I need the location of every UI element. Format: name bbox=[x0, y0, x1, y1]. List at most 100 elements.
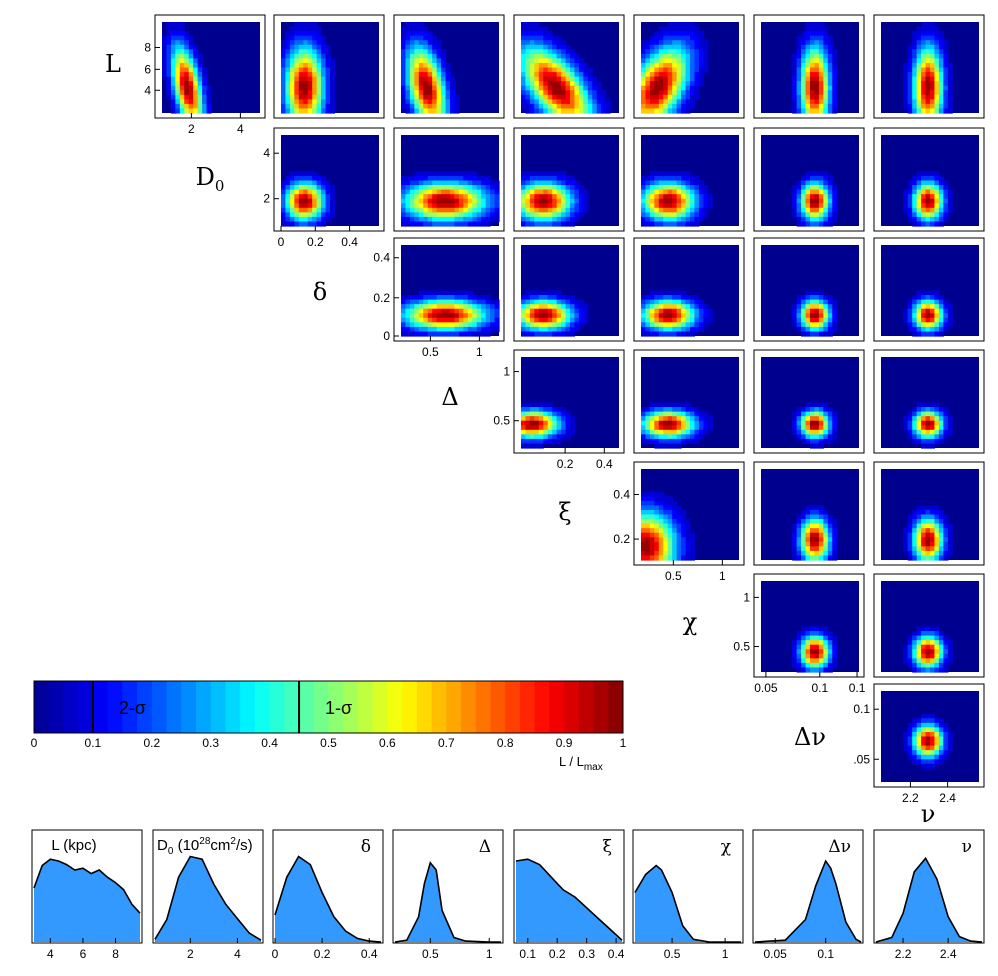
heatmap-cell bbox=[409, 175, 415, 182]
heatmap-cell bbox=[321, 72, 327, 78]
heatmap-cell bbox=[810, 523, 816, 529]
heatmap-cell bbox=[570, 103, 576, 110]
heatmap-cell bbox=[316, 58, 322, 64]
heatmap-cell bbox=[543, 49, 549, 55]
heatmap-cell bbox=[494, 203, 500, 209]
heatmap-cell bbox=[303, 216, 309, 223]
heatmap-cell bbox=[934, 62, 940, 69]
heatmap-cell bbox=[925, 90, 931, 96]
heatmap-cell bbox=[654, 514, 660, 520]
heatmap-cell bbox=[823, 425, 829, 431]
heatmap-cell bbox=[921, 58, 927, 64]
heatmap-cell bbox=[538, 198, 544, 204]
heatmap-cell bbox=[414, 81, 420, 87]
heatmap-cell bbox=[525, 295, 531, 301]
heatmap-cell bbox=[921, 754, 927, 760]
heatmap-cell bbox=[832, 541, 838, 547]
heatmap-cell bbox=[658, 331, 664, 337]
heatmap-cell bbox=[645, 44, 651, 50]
heatmap-cell bbox=[529, 438, 535, 445]
heatmap-cell bbox=[649, 425, 655, 431]
heatmap-cell bbox=[458, 308, 464, 314]
heatmap-cell bbox=[681, 198, 687, 204]
heatmap-cell bbox=[912, 44, 918, 50]
heatmap-cell bbox=[547, 53, 553, 59]
heatmap-cell bbox=[681, 411, 687, 417]
heatmap-cell bbox=[547, 420, 553, 426]
heatmap-cell bbox=[654, 203, 660, 209]
heatmap-cell bbox=[170, 108, 176, 114]
heatmap-cell bbox=[672, 411, 678, 417]
heatmap-cell bbox=[907, 108, 913, 114]
heatmap-cell bbox=[930, 331, 936, 337]
heatmap-cell bbox=[525, 434, 531, 440]
heatmap-cell bbox=[476, 299, 482, 305]
matrix-panel-4-6 bbox=[873, 461, 985, 566]
heatmap-cell bbox=[938, 99, 944, 105]
heatmap-cell bbox=[792, 85, 798, 91]
heatmap-cell bbox=[925, 754, 931, 760]
heatmap-cell bbox=[316, 185, 322, 191]
heatmap-cell bbox=[934, 81, 940, 87]
heatmap-cell bbox=[792, 76, 798, 82]
x-tick-label: 1 bbox=[476, 345, 483, 359]
heatmap-cell bbox=[814, 322, 820, 328]
heatmap-cell bbox=[947, 203, 953, 209]
heatmap-cell bbox=[166, 31, 172, 37]
heatmap-cell bbox=[658, 299, 664, 305]
heatmap-cell bbox=[676, 180, 682, 186]
heatmap-cell bbox=[792, 90, 798, 96]
heatmap-cell bbox=[641, 99, 647, 105]
heatmap-cell bbox=[481, 189, 487, 195]
heatmap-cell bbox=[938, 67, 944, 73]
heatmap-cell bbox=[298, 53, 304, 59]
heatmap-cell bbox=[903, 194, 909, 200]
heatmap-cell bbox=[925, 420, 931, 426]
heatmap-cell bbox=[445, 212, 451, 218]
heatmap-cell bbox=[930, 532, 936, 538]
heatmap-cell bbox=[525, 180, 531, 186]
heatmap-cell bbox=[672, 76, 678, 82]
heatmap-cell bbox=[801, 35, 807, 41]
heatmap-cell bbox=[947, 67, 953, 73]
heatmap-cell bbox=[805, 90, 811, 96]
heatmap-cell bbox=[925, 40, 931, 46]
heatmap-cell bbox=[316, 189, 322, 195]
heatmap-cell bbox=[672, 85, 678, 91]
heatmap-cell bbox=[538, 72, 544, 78]
heatmap-cell bbox=[921, 667, 927, 673]
heatmap-cell bbox=[547, 40, 553, 46]
heatmap-cell bbox=[938, 326, 944, 333]
heatmap-cell bbox=[289, 194, 295, 200]
heatmap-cell bbox=[943, 322, 949, 328]
heatmap-cell bbox=[930, 194, 936, 200]
heatmap-cell bbox=[685, 44, 691, 50]
heatmap-cell bbox=[285, 85, 291, 91]
heatmap-cell bbox=[672, 175, 678, 182]
heatmap-cell bbox=[401, 185, 407, 191]
heatmap-cell bbox=[818, 40, 824, 46]
heatmap-cell bbox=[543, 175, 549, 182]
colorbar-band bbox=[505, 681, 521, 733]
heatmap-cell bbox=[907, 81, 913, 87]
x-tick-label: 4 bbox=[237, 122, 244, 136]
heatmap-cell bbox=[916, 745, 922, 751]
heatmap-cell bbox=[676, 555, 682, 561]
heatmap-cell bbox=[316, 35, 322, 41]
heatmap-cell bbox=[561, 108, 567, 114]
heatmap-cell bbox=[494, 216, 500, 223]
heatmap-cell bbox=[641, 49, 647, 55]
heatmap-cell bbox=[912, 67, 918, 73]
heatmap-cell bbox=[672, 189, 678, 195]
heatmap-cell bbox=[676, 26, 682, 32]
heatmap-cell bbox=[281, 189, 287, 195]
heatmap-cell bbox=[570, 76, 576, 82]
heatmap-cell bbox=[645, 180, 651, 186]
heatmap-cell bbox=[303, 22, 309, 28]
heatmap-cell bbox=[938, 546, 944, 552]
heatmap-cell bbox=[561, 175, 567, 182]
heatmap-cell bbox=[649, 546, 655, 552]
heatmap-cell bbox=[427, 317, 433, 323]
heatmap-cell bbox=[832, 212, 838, 218]
colorbar-band bbox=[593, 681, 609, 733]
